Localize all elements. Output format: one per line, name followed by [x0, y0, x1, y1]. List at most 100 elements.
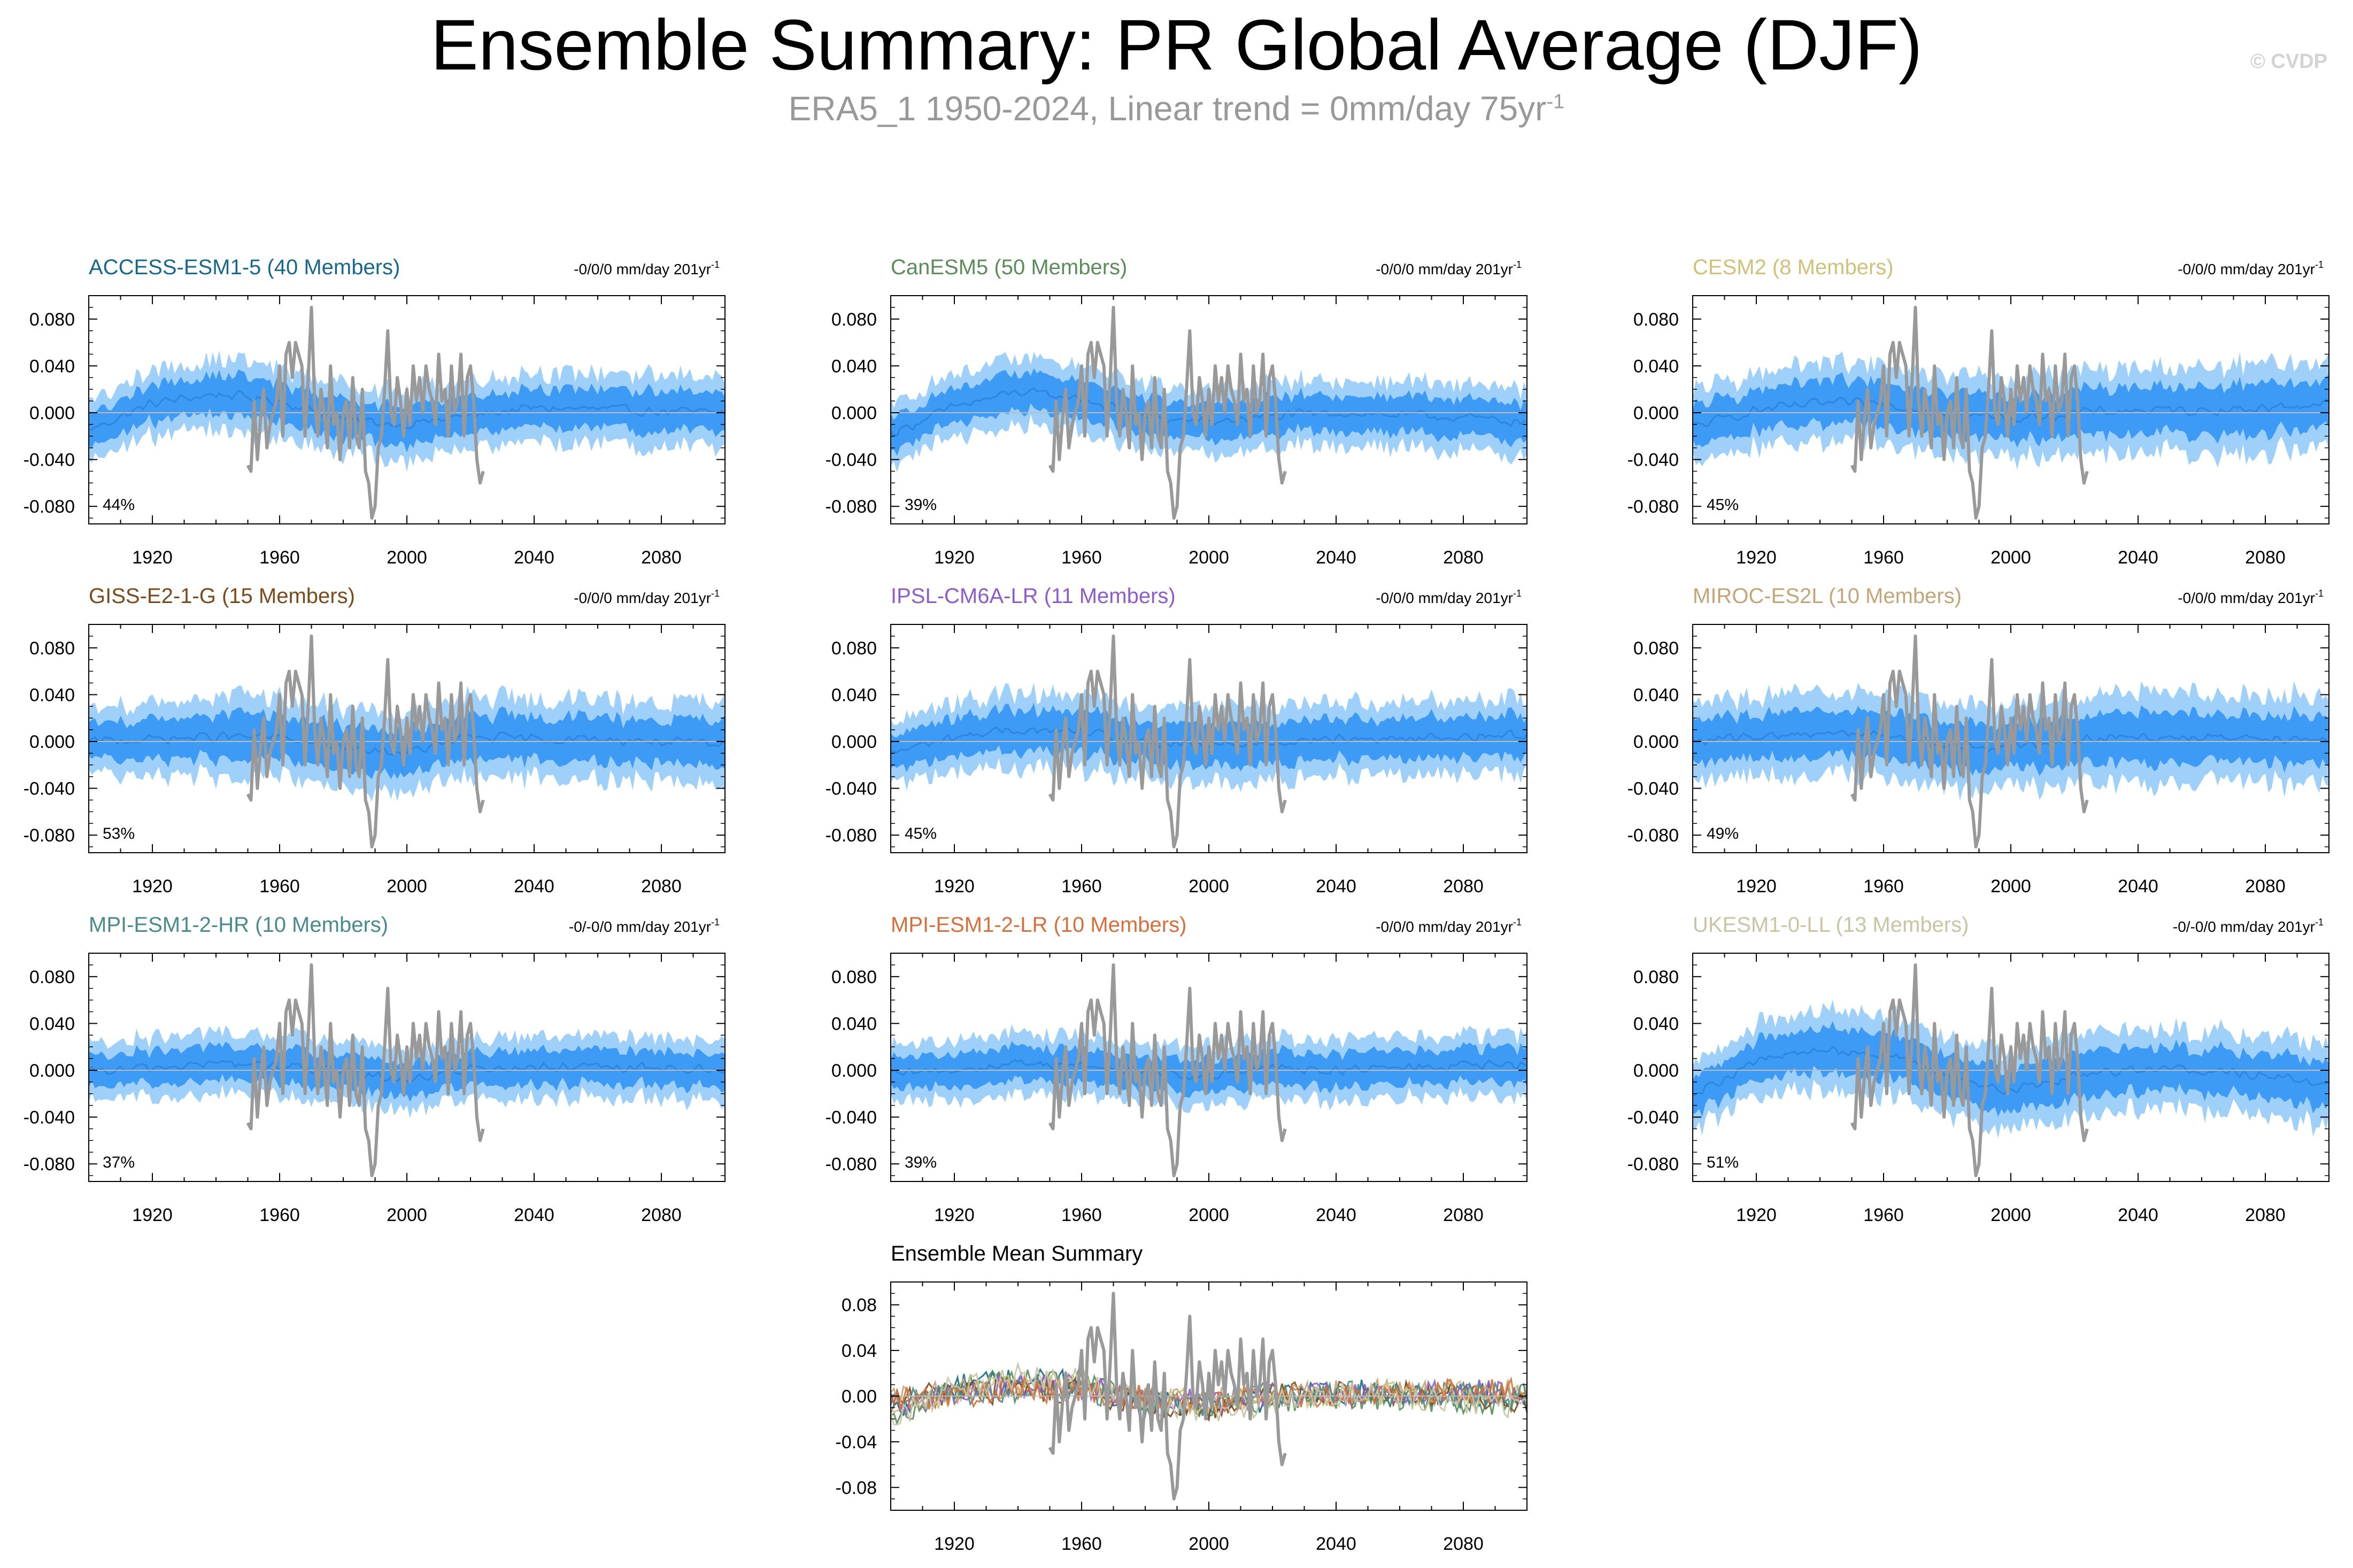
y-tick-label: -0.040: [1627, 450, 1679, 470]
ensemble-mean-line-ipsl: [890, 726, 1528, 754]
ensemble-mean-line-access: [88, 390, 726, 431]
panel-marks-miroc: [1692, 634, 2330, 849]
x-tick-label: 1920: [1736, 1205, 1777, 1225]
y-tick-label: 0.08: [842, 1295, 877, 1316]
x-tick-label: 1920: [1736, 876, 1777, 897]
percent-label-access: 44%: [103, 496, 135, 514]
x-tick-label: 2040: [2118, 876, 2158, 897]
ensemble-mean-line-mpihr: [88, 1060, 726, 1083]
trend-label-text: -0/0/0 mm/day 201yr: [1376, 918, 1513, 935]
panel-title-cesm2: CESM2 (8 Members): [1693, 256, 1894, 279]
x-tick-label: 1920: [132, 876, 173, 897]
axis-ticks-mpihr: [89, 953, 725, 1181]
x-tick-label: 1960: [259, 1205, 300, 1225]
panel-title-mpihr: MPI-ESM1-2-HR (10 Members): [89, 913, 388, 937]
x-tick-label: 1960: [1061, 876, 1102, 897]
observation-line-canesm: [1048, 305, 1287, 520]
y-tick-label: -0.040: [826, 450, 877, 470]
trend-label-miroc: -0/0/0 mm/day 201yr-1: [2178, 588, 2324, 606]
y-tick-label: 0.000: [29, 403, 75, 423]
y-tick-label: 0.040: [831, 685, 877, 705]
percent-label-ipsl: 45%: [905, 825, 937, 843]
panel-miroc: MIROC-ES2L (10 Members) -0/0/0 mm/day 201…: [1627, 584, 2330, 897]
x-tick-label: 1960: [1061, 1205, 1102, 1225]
trend-label-superscript: -1: [711, 259, 720, 270]
x-tick-label: 2080: [641, 547, 682, 568]
panel-title-ukesm: UKESM1-0-LL (13 Members): [1693, 913, 1969, 937]
y-tick-label: 0.040: [1633, 685, 1679, 705]
x-tick-label: 2040: [2118, 1205, 2158, 1225]
trend-label-text: -0/-0/0 mm/day 201yr: [2173, 918, 2315, 935]
x-tick-label: 2080: [1443, 1205, 1484, 1225]
x-tick-label: 2040: [2118, 547, 2158, 568]
y-tick-label: 0.040: [1633, 356, 1679, 376]
panel-marks-giss: [88, 634, 726, 849]
y-tick-label: -0.040: [1627, 1108, 1679, 1128]
x-tick-label: 1920: [1736, 547, 1777, 568]
percent-label-mpilr: 39%: [905, 1154, 937, 1171]
trend-label-ipsl: -0/0/0 mm/day 201yr-1: [1376, 588, 1522, 606]
x-tick-label: 2000: [1991, 547, 2031, 568]
panel-marks-ukesm: [1692, 963, 2329, 1178]
x-tick-label: 2000: [1189, 1534, 1229, 1554]
y-tick-label: -0.040: [826, 779, 877, 799]
y-tick-label: -0.080: [1627, 497, 1679, 517]
observation-line-miroc: [1850, 634, 2089, 849]
percent-label-canesm: 39%: [905, 496, 937, 514]
x-tick-label: 1920: [934, 1534, 975, 1554]
y-tick-label: 0.000: [29, 1061, 75, 1081]
trend-label-text: -0/0/0 mm/day 201yr: [574, 590, 711, 606]
y-tick-label: 0.000: [29, 732, 75, 752]
y-tick-label: -0.080: [826, 1154, 877, 1175]
panel-title-giss: GISS-E2-1-G (15 Members): [89, 584, 355, 608]
x-tick-label: 2080: [2245, 547, 2286, 568]
y-tick-label: 0.040: [29, 685, 75, 705]
observation-line-summary: [1048, 1292, 1287, 1501]
trend-label-text: -0/0/0 mm/day 201yr: [2178, 590, 2315, 606]
panel-giss: GISS-E2-1-G (15 Members) -0/0/0 mm/day 20…: [24, 584, 726, 897]
x-tick-label: 2080: [2245, 876, 2286, 897]
x-tick-label: 1960: [259, 876, 300, 897]
percent-label-ukesm: 51%: [1707, 1154, 1739, 1171]
y-tick-label: 0.040: [29, 356, 75, 376]
summary-line-ukesm: [890, 1361, 1527, 1426]
ensemble-mean-line-cesm2: [1692, 397, 2329, 427]
percent-label-mpihr: 37%: [103, 1154, 135, 1171]
axis-ticks-cesm2: [1693, 295, 2329, 524]
x-tick-label: 1960: [1863, 1205, 1904, 1225]
y-tick-label: -0.04: [836, 1432, 877, 1453]
trend-label-superscript: -1: [711, 588, 720, 599]
x-tick-label: 1960: [1061, 547, 1102, 568]
y-tick-label: 0.000: [1633, 403, 1679, 423]
y-tick-label: -0.080: [826, 497, 877, 517]
y-tick-label: -0.080: [1627, 1154, 1679, 1175]
panel-ukesm: UKESM1-0-LL (13 Members) -0/-0/0 mm/day 2…: [1627, 913, 2329, 1225]
trend-label-text: -0/0/0 mm/day 201yr: [1376, 590, 1513, 606]
panel-marks-summary: [890, 1292, 1528, 1501]
trend-label-superscript: -1: [1513, 588, 1522, 599]
axis-ticks-canesm: [891, 295, 1527, 524]
panel-title-miroc: MIROC-ES2L (10 Members): [1693, 584, 1962, 608]
trend-label-mpilr: -0/0/0 mm/day 201yr-1: [1376, 917, 1522, 935]
ensemble-mean-line-giss: [88, 731, 726, 758]
y-tick-label: 0.080: [831, 967, 877, 987]
axis-ticks-summary: [891, 1281, 1527, 1511]
observation-line-mpilr: [1048, 963, 1287, 1178]
x-tick-label: 2000: [1991, 876, 2031, 897]
inner-spread-giss: [89, 706, 725, 779]
x-tick-label: 2040: [514, 547, 554, 568]
axis-ticks-mpilr: [891, 953, 1527, 1181]
x-tick-label: 2040: [514, 876, 554, 897]
trend-label-text: -0/-0/0 mm/day 201yr: [569, 918, 711, 935]
axis-ticks-ipsl: [891, 624, 1527, 853]
y-tick-label: -0.080: [1627, 825, 1679, 846]
inner-spread-mpihr: [89, 1041, 725, 1102]
x-tick-label: 1920: [132, 547, 173, 568]
x-tick-label: 1960: [1061, 1534, 1102, 1554]
panel-title-summary: Ensemble Mean Summary: [891, 1242, 1143, 1265]
y-tick-label: 0.080: [29, 967, 75, 987]
x-tick-label: 1960: [1863, 876, 1904, 897]
panel-marks-canesm: [890, 305, 1527, 520]
y-tick-label: 0.040: [29, 1014, 75, 1034]
trend-label-superscript: -1: [711, 917, 720, 928]
